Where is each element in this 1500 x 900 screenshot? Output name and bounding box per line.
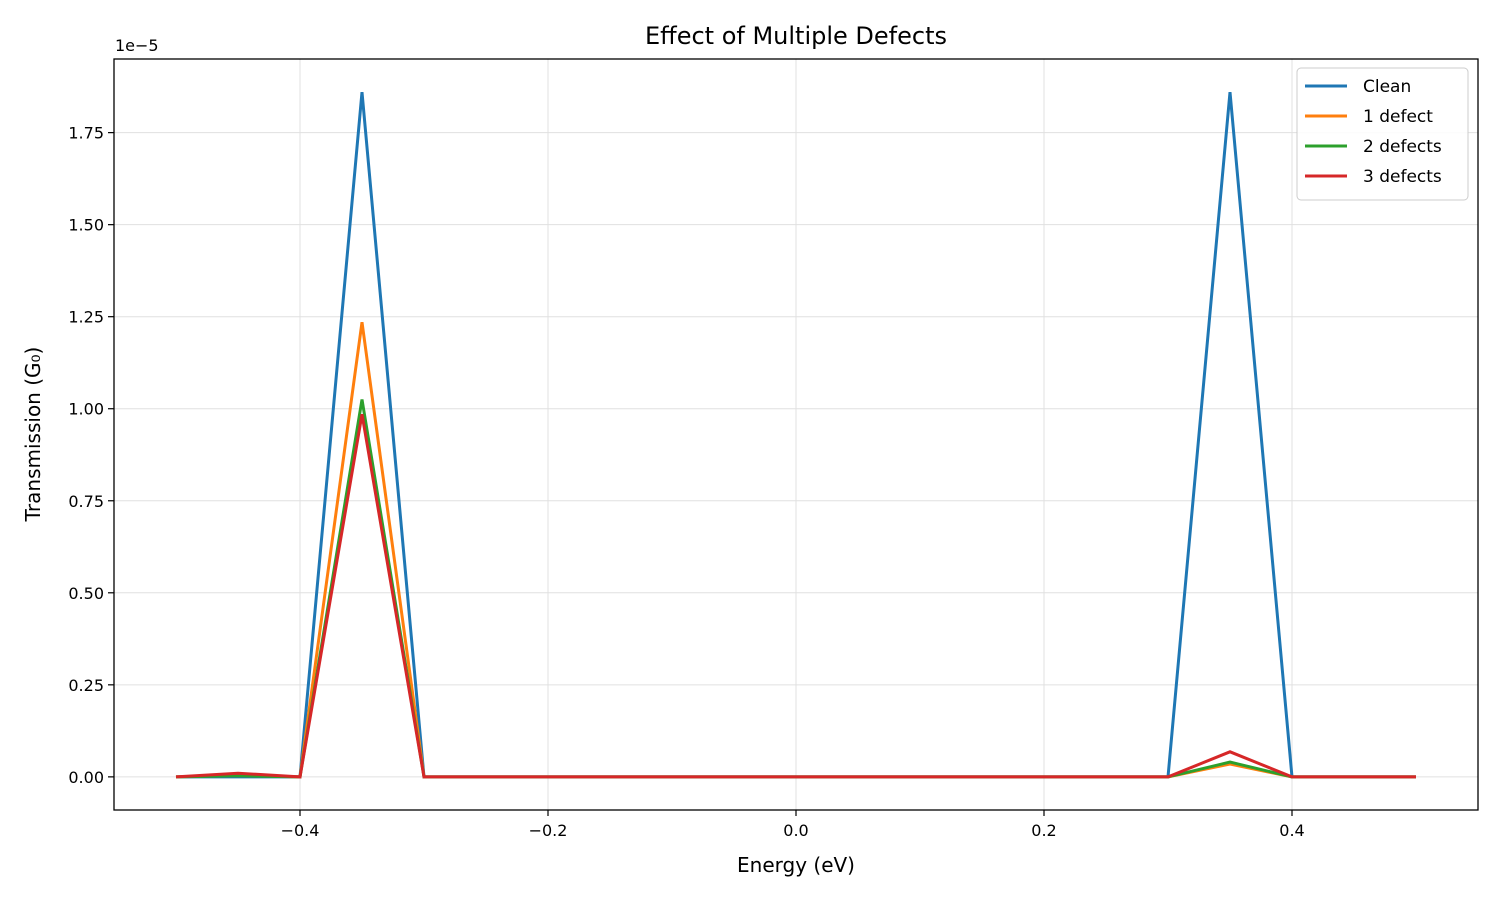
legend-box (1296, 67, 1469, 201)
y-tick-label: 0.50 (68, 584, 104, 603)
y-tick-label: 0.00 (68, 768, 104, 787)
x-tick-label: −0.2 (529, 821, 568, 840)
series-line-4 (175, 414, 1416, 779)
x-axis-label: Energy (eV) (737, 853, 855, 877)
y-tick-label: 1.00 (68, 400, 104, 419)
legend-label: 2 defects (1363, 137, 1442, 157)
x-tick-label: 0.0 (783, 821, 808, 840)
y-tick-label: 0.25 (68, 676, 104, 695)
y-tick-label: 0.75 (68, 492, 104, 511)
chart-title: Effect of Multiple Defects (645, 22, 947, 50)
y-tick-label: 1.25 (68, 308, 104, 327)
y-offset-label: 1e−5 (115, 36, 159, 55)
y-tick-label: 1.50 (68, 216, 104, 235)
x-tick-label: −0.4 (281, 821, 320, 840)
x-axis-ticks: −0.4 −0.2 0.0 0.2 0.4 (281, 810, 1305, 840)
x-tick-label: 0.2 (1031, 821, 1056, 840)
legend: Clean 1 defect 2 defects 3 defects (1296, 67, 1469, 201)
x-tick-label: 0.4 (1279, 821, 1304, 840)
legend-label: Clean (1363, 77, 1411, 97)
y-axis-ticks: 0.00 0.25 0.50 0.75 1.00 1.25 1.50 1.75 (68, 124, 114, 787)
legend-label: 3 defects (1363, 167, 1442, 187)
series-lines (175, 91, 1416, 779)
y-tick-label: 1.75 (68, 124, 104, 143)
y-axis-label: Transmission (G₀) (21, 347, 45, 523)
legend-label: 1 defect (1363, 107, 1433, 127)
